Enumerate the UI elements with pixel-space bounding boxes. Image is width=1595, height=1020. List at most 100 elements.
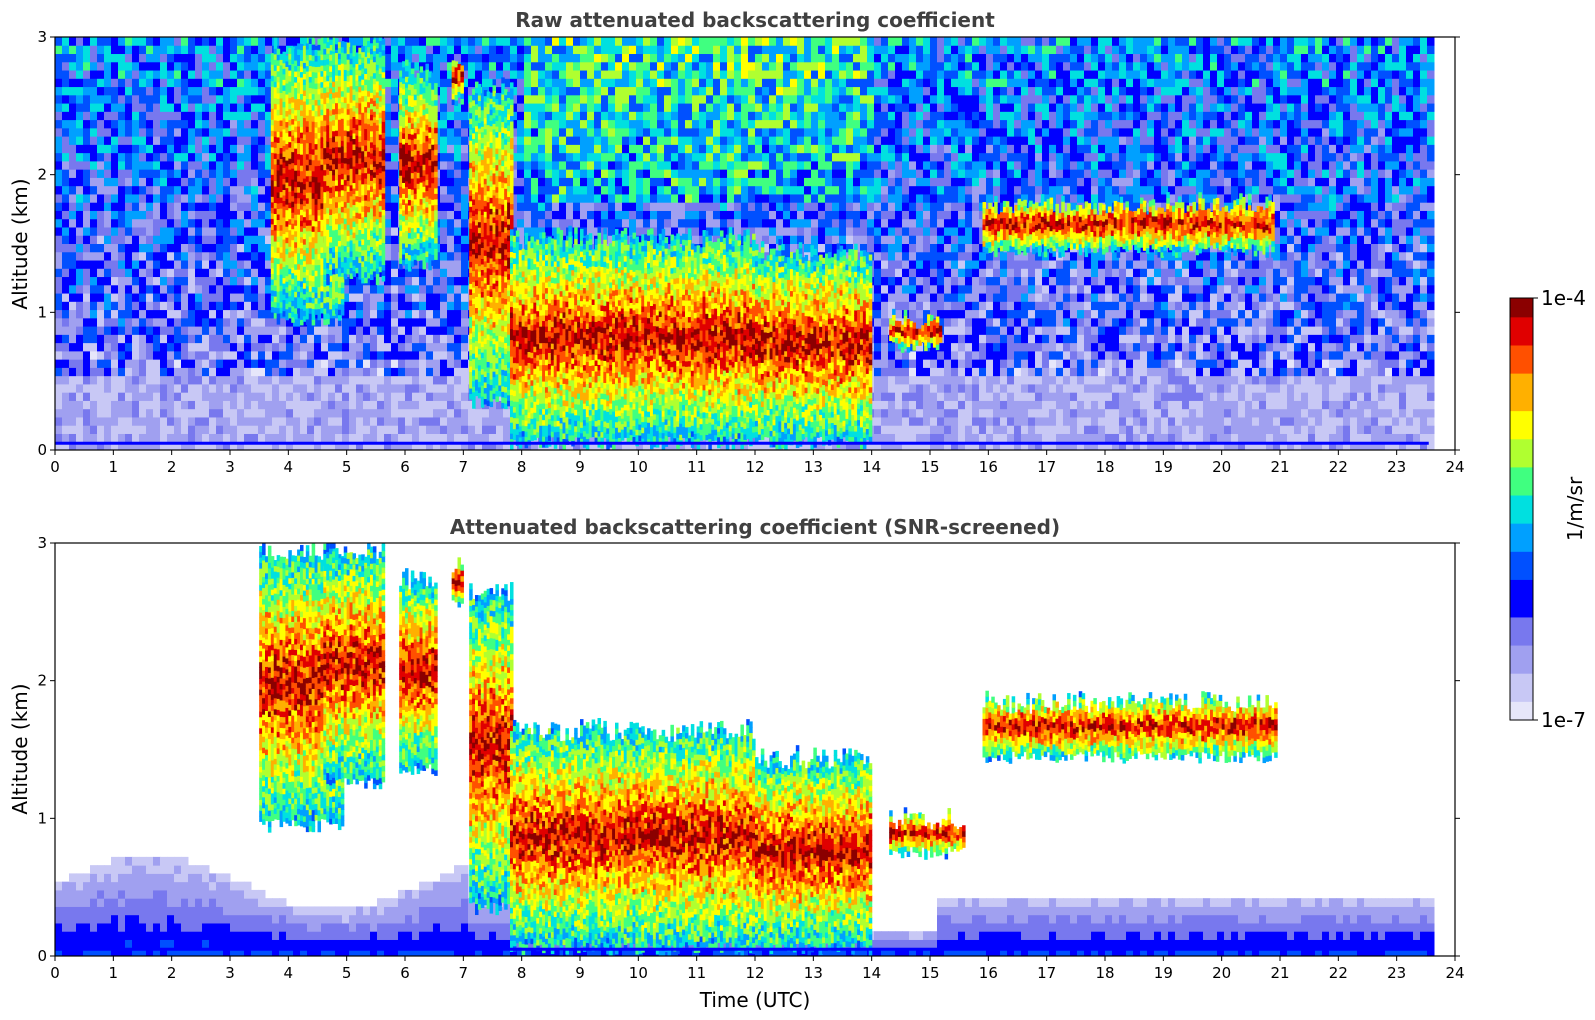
heatmap-cell <box>97 433 105 443</box>
heatmap-cell <box>475 425 483 434</box>
heatmap-cell <box>748 235 756 244</box>
heatmap-cell <box>615 441 623 450</box>
heatmap-cell <box>552 127 560 137</box>
heatmap-cell <box>104 425 112 434</box>
heatmap-cell <box>76 276 84 286</box>
heatmap-cell <box>475 70 483 79</box>
heatmap-cell <box>636 218 644 228</box>
heatmap-cell <box>594 144 602 154</box>
heatmap-cell <box>391 193 399 203</box>
heatmap-cell <box>405 309 413 319</box>
heatmap-cell <box>223 441 231 450</box>
heatmap-cell <box>440 111 448 121</box>
heatmap-cell <box>440 144 448 154</box>
heatmap-cell <box>230 86 238 96</box>
heatmap-cell <box>384 177 392 187</box>
heatmap-cell <box>454 218 462 228</box>
heatmap-cell <box>132 284 140 294</box>
heatmap-cell <box>461 433 469 443</box>
heatmap-cell <box>125 160 133 170</box>
heatmap-cell <box>202 367 210 377</box>
heatmap-cell <box>188 309 196 319</box>
heatmap-cell <box>650 169 658 178</box>
heatmap-cell <box>748 127 756 137</box>
heatmap-cell <box>174 37 182 46</box>
heatmap-cell <box>272 367 280 377</box>
heatmap-cell <box>454 334 462 344</box>
heatmap-cell <box>447 235 455 244</box>
heatmap-cell <box>118 251 126 261</box>
heatmap-cell <box>118 416 126 426</box>
heatmap-cell <box>174 160 182 170</box>
heatmap-cell <box>76 408 84 418</box>
heatmap-cell <box>629 37 637 46</box>
heatmap-cell <box>55 144 63 154</box>
heatmap-cell <box>559 119 567 129</box>
heatmap-cell <box>139 111 147 121</box>
heatmap-cell <box>447 433 455 443</box>
heatmap-cell <box>265 119 273 129</box>
heatmap-cell <box>300 383 308 393</box>
heatmap-cell <box>90 53 98 63</box>
heatmap-cell <box>153 268 161 278</box>
heatmap-cell <box>706 127 714 137</box>
heatmap-cell <box>237 218 245 228</box>
heatmap-cell <box>650 111 658 121</box>
heatmap-cell <box>657 111 665 121</box>
heatmap-cell <box>594 70 602 79</box>
heatmap-cell <box>132 202 140 211</box>
heatmap-cell <box>76 367 84 377</box>
heatmap-cell <box>237 342 245 352</box>
heatmap-cell <box>76 136 84 145</box>
heatmap-cell <box>62 392 70 401</box>
heatmap-cell <box>664 37 672 46</box>
heatmap-cell <box>251 119 259 129</box>
heatmap-cell <box>251 342 259 352</box>
heatmap-cell <box>90 119 98 129</box>
heatmap-cell <box>209 86 217 96</box>
heatmap-cell <box>153 416 161 426</box>
heatmap-cell <box>370 301 378 311</box>
heatmap-cell <box>83 78 91 88</box>
heatmap-cell <box>405 317 413 327</box>
heatmap-cell <box>202 185 210 195</box>
heatmap-cell <box>335 425 343 434</box>
heatmap-cell <box>300 342 308 352</box>
heatmap-cell <box>160 53 168 63</box>
heatmap-cell <box>146 210 154 220</box>
heatmap-cell <box>146 144 154 154</box>
heatmap-cell <box>622 45 630 55</box>
heatmap-cell <box>146 301 154 311</box>
heatmap-cell <box>615 177 623 187</box>
heatmap-cell <box>419 326 427 335</box>
heatmap-cell <box>370 383 378 393</box>
heatmap-cell <box>251 144 259 154</box>
heatmap-cell <box>713 177 721 187</box>
heatmap-cell <box>146 359 154 368</box>
heatmap-cell <box>517 37 525 46</box>
heatmap-cell <box>741 53 749 63</box>
heatmap-cell <box>349 276 357 286</box>
heatmap-cell <box>671 218 679 228</box>
heatmap-cell <box>384 342 392 352</box>
heatmap-cell <box>608 177 616 187</box>
heatmap-cell <box>258 61 266 71</box>
heatmap-cell <box>125 185 133 195</box>
heatmap-cell <box>482 441 490 450</box>
heatmap-cell <box>496 408 504 418</box>
heatmap-cell <box>314 326 322 335</box>
heatmap-cell <box>174 144 182 154</box>
heatmap-cell <box>181 367 189 377</box>
heatmap-cell <box>62 53 70 63</box>
heatmap-cell <box>356 392 364 401</box>
heatmap-cell <box>258 326 266 335</box>
heatmap-cell <box>223 375 231 385</box>
heatmap-cell <box>454 103 462 112</box>
heatmap-cell <box>104 309 112 319</box>
heatmap-cell <box>90 127 98 137</box>
heatmap-cell <box>216 309 224 319</box>
heatmap-cell <box>118 37 126 46</box>
heatmap-cell <box>391 293 399 302</box>
heatmap-cell <box>503 70 511 79</box>
heatmap-cell <box>678 127 686 137</box>
